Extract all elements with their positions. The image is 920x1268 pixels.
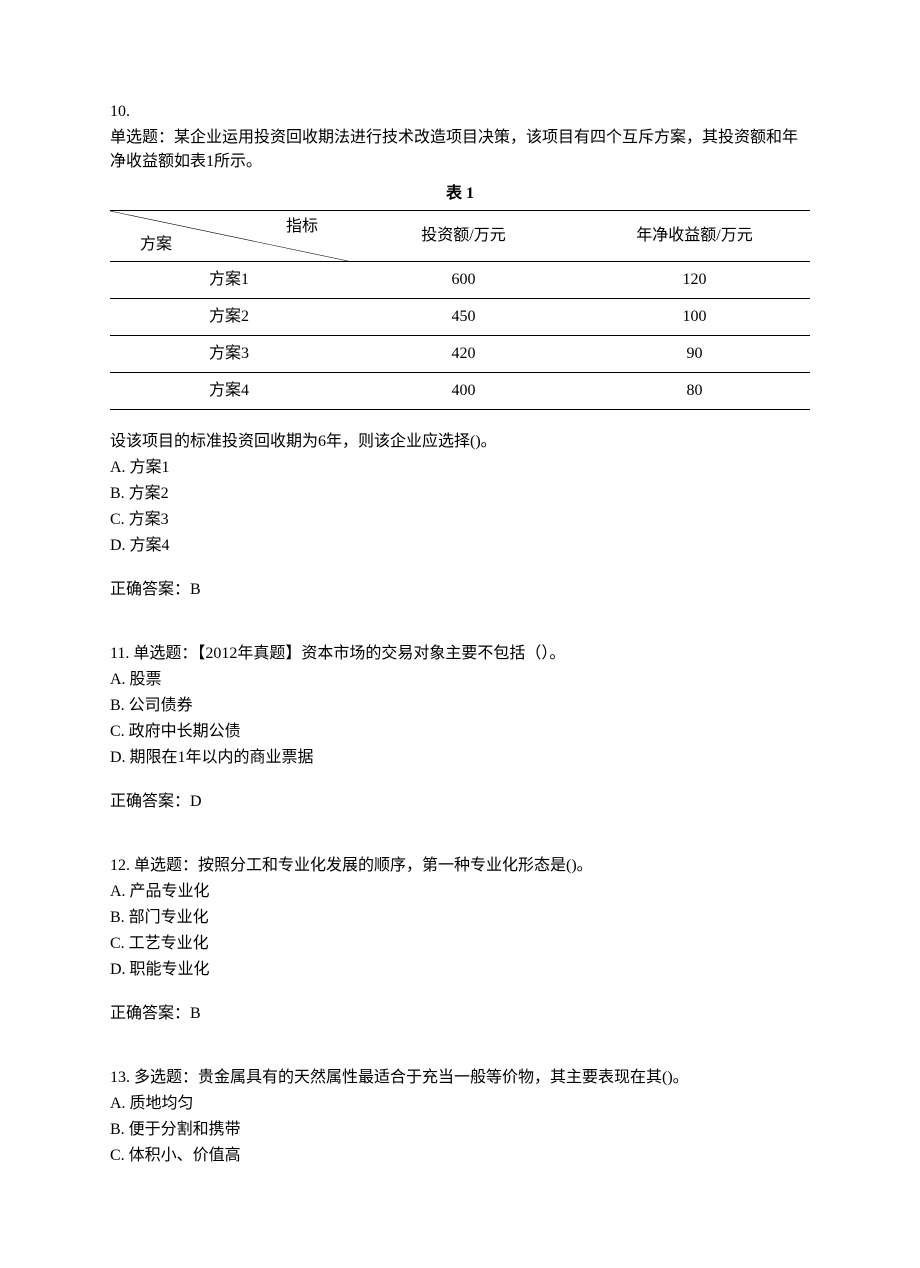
option-a: A. 质地均匀 [110,1092,810,1116]
header-indicator: 指标 [286,215,318,239]
option-b: B. 便于分割和携带 [110,1118,810,1142]
table-header-income: 年净收益额/万元 [579,211,810,262]
cell-income: 120 [579,262,810,299]
table-row: 方案4 400 80 [110,373,810,410]
correct-answer: 正确答案：B [110,578,810,602]
correct-answer: 正确答案：B [110,1002,810,1026]
question-13: 13. 多选题：贵金属具有的天然属性最适合于充当一般等价物，其主要表现在其()。… [110,1066,810,1168]
option-c: C. 体积小、价值高 [110,1144,810,1168]
cell-income: 90 [579,336,810,373]
table-title: 表 1 [110,182,810,206]
option-a: A. 产品专业化 [110,880,810,904]
option-b: B. 部门专业化 [110,906,810,930]
table-row: 方案2 450 100 [110,299,810,336]
question-heading: 12. 单选题：按照分工和专业化发展的顺序，第一种专业化形态是()。 [110,854,810,878]
question-number: 10. [110,100,810,124]
cell-scheme: 方案3 [110,336,348,373]
option-d: D. 方案4 [110,534,810,558]
question-10: 10. 单选题：某企业运用投资回收期法进行技术改造项目决策，该项目有四个互斥方案… [110,100,810,602]
header-scheme: 方案 [140,233,172,257]
option-c: C. 工艺专业化 [110,932,810,956]
option-d: D. 职能专业化 [110,958,810,982]
question-post-text: 设该项目的标准投资回收期为6年，则该企业应选择()。 [110,430,810,454]
correct-answer: 正确答案：D [110,790,810,814]
option-a: A. 股票 [110,668,810,692]
question-heading: 13. 多选题：贵金属具有的天然属性最适合于充当一般等价物，其主要表现在其()。 [110,1066,810,1090]
question-12: 12. 单选题：按照分工和专业化发展的顺序，第一种专业化形态是()。 A. 产品… [110,854,810,1026]
question-heading: 11. 单选题：【2012年真题】资本市场的交易对象主要不包括（）。 [110,642,810,666]
table-header-diagonal: 指标 方案 [110,211,348,262]
table-header-invest: 投资额/万元 [348,211,579,262]
table-row: 方案1 600 120 [110,262,810,299]
option-b: B. 公司债券 [110,694,810,718]
cell-invest: 400 [348,373,579,410]
cell-scheme: 方案4 [110,373,348,410]
option-a: A. 方案1 [110,456,810,480]
question-11: 11. 单选题：【2012年真题】资本市场的交易对象主要不包括（）。 A. 股票… [110,642,810,814]
cell-scheme: 方案1 [110,262,348,299]
option-d: D. 期限在1年以内的商业票据 [110,746,810,770]
cell-invest: 600 [348,262,579,299]
cell-income: 80 [579,373,810,410]
option-b: B. 方案2 [110,482,810,506]
option-c: C. 政府中长期公债 [110,720,810,744]
option-c: C. 方案3 [110,508,810,532]
cell-invest: 450 [348,299,579,336]
cell-income: 100 [579,299,810,336]
cell-scheme: 方案2 [110,299,348,336]
cell-invest: 420 [348,336,579,373]
table-row: 方案3 420 90 [110,336,810,373]
data-table: 指标 方案 投资额/万元 年净收益额/万元 方案1 600 120 方案2 45… [110,210,810,410]
question-text: 单选题：某企业运用投资回收期法进行技术改造项目决策，该项目有四个互斥方案，其投资… [110,126,810,174]
